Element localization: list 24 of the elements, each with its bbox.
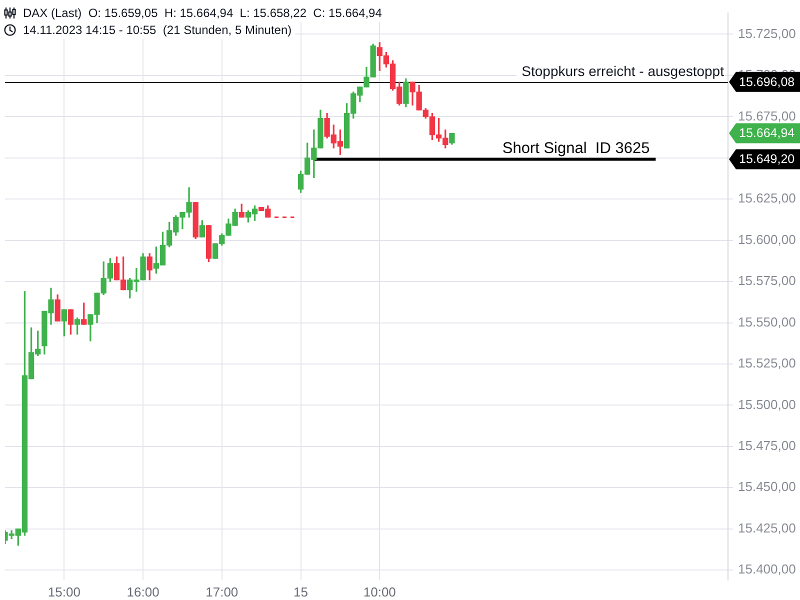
y-tick-label: 15.525,00 [738,356,796,371]
series-label: Short Signal ID 3625 [502,140,650,158]
y2-tick-label: 15.664,94 [739,126,795,140]
y-tick-label: 15.400,00 [738,562,796,577]
y-tick-label: 15.725,00 [738,26,796,41]
y-tick-label: 15.475,00 [738,438,796,454]
y-tick-label: 15.500,00 [738,396,796,412]
y-tick-label: 15.575,00 [738,273,796,288]
y-tick-label: 15.675,00 [738,108,796,124]
x-tick-label: 15 [294,584,308,600]
y-tick-label: 15.625,00 [738,190,796,206]
ref-line-label: Stoppkurs erreicht - ausgestoppt [522,62,724,79]
y-tick-label: 15.600,00 [738,232,796,247]
text: 14.11.2023 14:15 - 10:55 (21 Stunden, 5 Minuten) [23,22,292,38]
chart-title: DAX (Last) O: 15.659,05 H: 15.664,94 L: 15.658,22 C: 15.664,94 [23,5,382,21]
y-tick-label: 15.550,00 [738,314,796,330]
x-tick-label: 16:00 [126,584,160,600]
y2-tick-label: 15.649,20 [739,152,795,166]
y2-tick-label: 15.696,08 [739,74,795,89]
x-tick-label: 17:00 [206,584,238,600]
y-tick-label: 15.425,00 [738,520,796,536]
x-tick-label: 15:00 [48,584,80,600]
x-tick-label: 10:00 [363,584,396,600]
y-tick-label: 15.450,00 [738,479,796,494]
